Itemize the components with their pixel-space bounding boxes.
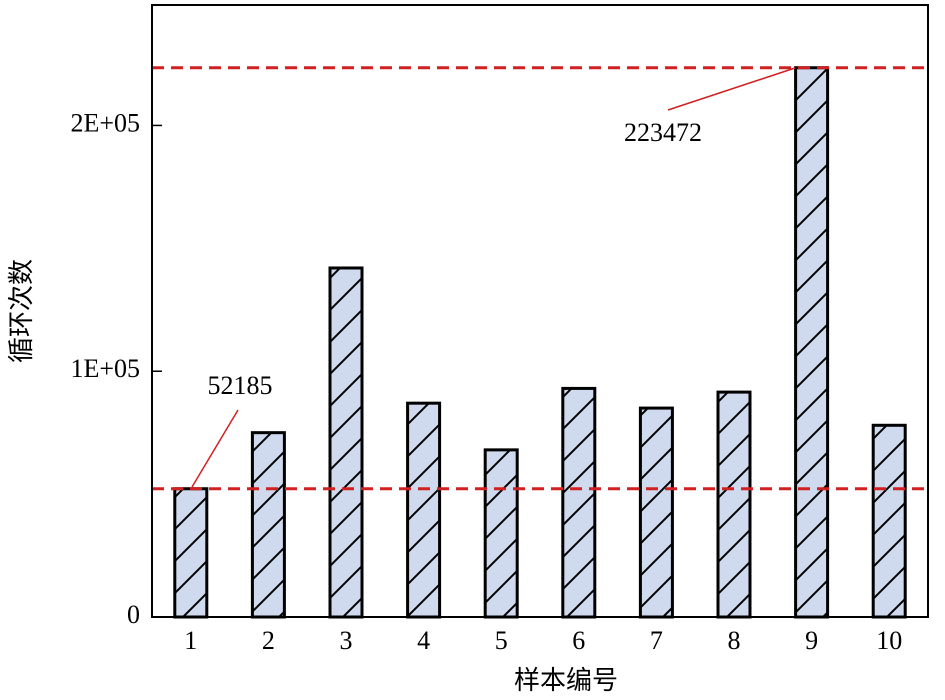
bar	[250, 431, 286, 619]
annotation-leader	[667, 67, 796, 111]
x-tick-label: 8	[728, 626, 741, 655]
x-tick-label: 6	[572, 626, 585, 655]
bar	[871, 423, 907, 619]
y-tick-label: 2E+05	[70, 108, 140, 137]
bar	[794, 66, 830, 619]
x-tick-label: 5	[495, 626, 508, 655]
x-tick-label: 1	[184, 626, 197, 655]
bar	[638, 406, 674, 619]
bar	[716, 390, 752, 619]
x-tick-label: 2	[262, 626, 275, 655]
x-tick-label: 10	[876, 626, 902, 655]
bar	[328, 266, 364, 619]
bar	[483, 448, 519, 619]
bar	[561, 386, 597, 619]
plot-frame	[151, 4, 929, 618]
y-tick-label: 0	[127, 600, 140, 629]
annotation: 52185	[208, 371, 273, 400]
x-tick-label: 9	[805, 626, 818, 655]
bar	[406, 401, 442, 619]
annotation-leader	[191, 409, 239, 488]
y-axis-label: 循环次数	[7, 259, 36, 363]
x-tick-label: 7	[650, 626, 663, 655]
annotation: 223472	[624, 118, 702, 147]
x-axis-label: 样本编号	[514, 666, 618, 695]
x-tick-label: 4	[417, 626, 430, 655]
x-tick-label: 3	[340, 626, 353, 655]
bar	[173, 487, 209, 619]
y-tick-label: 1E+05	[70, 354, 140, 383]
